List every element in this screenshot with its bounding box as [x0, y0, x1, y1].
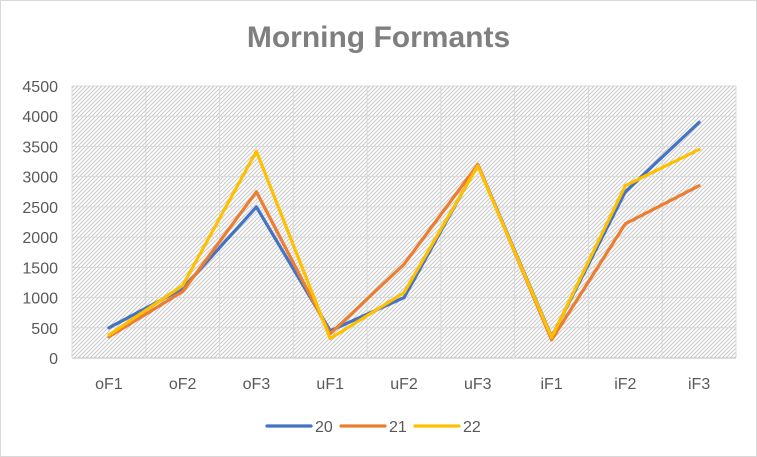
y-tick-label: 4000 [22, 109, 58, 126]
y-tick-label: 2500 [22, 200, 58, 217]
gridlines [71, 85, 737, 359]
legend-label-20: 20 [315, 419, 333, 436]
chart-title: Morning Formants [246, 21, 511, 54]
y-tick-label: 0 [49, 351, 58, 368]
x-tick-label: uF1 [316, 376, 344, 393]
y-tick-label: 3500 [22, 139, 58, 156]
y-axis-ticks: 0 500 1000 1500 2000 2500 3000 3500 4000 4500 [22, 79, 58, 368]
x-axis-ticks: oF1 oF2 oF3 uF1 uF2 uF3 iF1 iF2 iF3 [95, 376, 710, 393]
y-tick-label: 3000 [22, 170, 58, 187]
legend: 20 21 22 [265, 419, 481, 436]
x-tick-label: iF3 [688, 376, 710, 393]
y-tick-label: 4500 [22, 79, 58, 96]
series-line-21 [107, 163, 701, 342]
series-lines [107, 120, 701, 342]
y-tick-label: 500 [31, 321, 58, 338]
y-tick-label: 2000 [22, 230, 58, 247]
x-tick-label: oF1 [95, 376, 123, 393]
y-tick-label: 1000 [22, 291, 58, 308]
y-tick-label: 1500 [22, 260, 58, 277]
x-tick-label: oF3 [243, 376, 271, 393]
x-tick-label: uF2 [390, 376, 418, 393]
x-tick-label: iF2 [614, 376, 636, 393]
x-tick-label: uF3 [464, 376, 492, 393]
x-tick-label: iF1 [540, 376, 562, 393]
x-tick-label: oF2 [169, 376, 197, 393]
series-line-20 [107, 120, 701, 339]
plot-area [72, 86, 736, 358]
legend-label-22: 22 [463, 419, 481, 436]
series-line-22 [107, 147, 701, 341]
legend-label-21: 21 [389, 419, 407, 436]
